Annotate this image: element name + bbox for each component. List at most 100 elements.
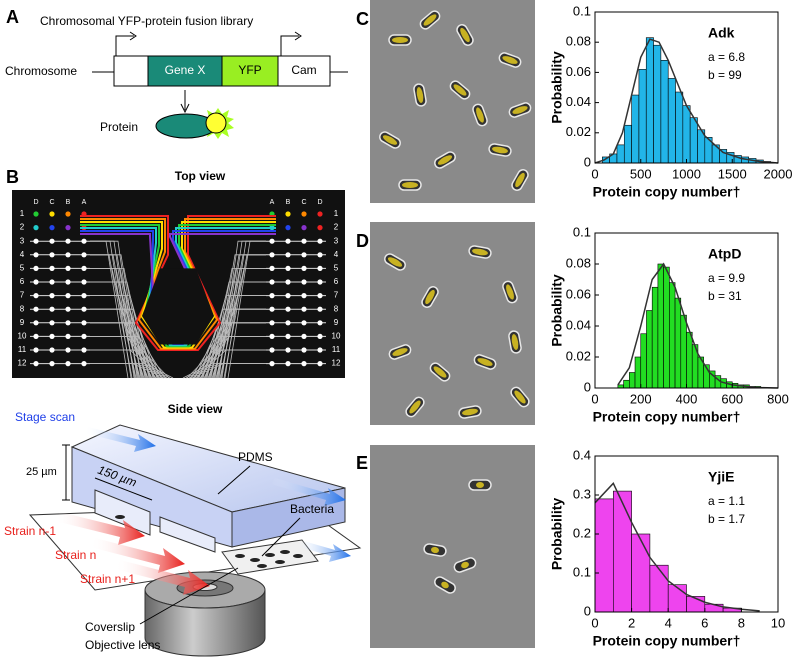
panel-letter: B: [6, 167, 19, 187]
port: [65, 211, 71, 217]
cell: [488, 143, 512, 157]
port: [285, 333, 291, 339]
port: [269, 333, 275, 339]
caption: Side view: [168, 402, 223, 416]
bar: [667, 584, 687, 613]
port: [317, 347, 323, 353]
channel: [218, 240, 266, 379]
cell: [398, 179, 422, 191]
row-label: 2: [20, 223, 25, 232]
port: [317, 238, 323, 244]
label: Objective lens: [85, 638, 160, 652]
port: [81, 361, 87, 367]
bar: [667, 78, 676, 164]
port: [65, 361, 71, 367]
label: Gene X: [165, 63, 206, 77]
micrograph: [370, 445, 535, 648]
row-label: 7: [20, 291, 25, 300]
arrow: [180, 90, 190, 114]
port: [49, 265, 55, 271]
strain-arrow: [115, 560, 210, 595]
port: [65, 293, 71, 299]
channel: [80, 227, 276, 347]
bar: [704, 603, 724, 613]
bar: [646, 310, 653, 389]
pointer: [217, 465, 251, 495]
port: [65, 320, 71, 326]
port: [301, 252, 307, 258]
cell: [419, 10, 441, 30]
port: [317, 225, 323, 231]
bar: [660, 60, 669, 164]
cell: [468, 245, 492, 259]
channel: [80, 218, 276, 350]
bar: [675, 91, 684, 164]
port: [269, 252, 275, 258]
port: [301, 361, 307, 367]
bar: [638, 69, 647, 164]
port: [49, 333, 55, 339]
label: Cam: [291, 63, 316, 77]
cell: [434, 151, 456, 169]
fit-param: b = 1.7: [708, 512, 745, 526]
cell: [458, 405, 482, 419]
y-tick-label: 0.08: [566, 34, 591, 49]
bar: [634, 356, 642, 389]
x-tick-label: 10: [771, 615, 785, 630]
y-axis-label: Probability: [549, 51, 565, 124]
fit-param: b = 31: [708, 289, 742, 303]
port: [301, 306, 307, 312]
port: [49, 252, 55, 258]
strain-arrow: [55, 512, 145, 545]
yfp-box: [221, 55, 279, 87]
channel: [80, 221, 276, 349]
bar: [616, 144, 625, 164]
pdms-end: [231, 487, 346, 548]
cell: [388, 34, 412, 46]
x-tick-label: 2000: [764, 166, 793, 181]
port: [301, 293, 307, 299]
objective: [144, 589, 266, 657]
x-tick-label: 6: [701, 615, 708, 630]
channel: [90, 363, 174, 379]
label: Strain n+1: [80, 572, 135, 586]
y-tick-label: 0.02: [566, 348, 591, 363]
cell: [510, 386, 530, 408]
cell-glow: [515, 172, 525, 188]
port: [81, 238, 87, 244]
label: Chromosome: [5, 64, 77, 78]
y-tick-label: 0.08: [566, 255, 591, 270]
port: [49, 361, 55, 367]
x-tick-label: 0: [591, 391, 598, 406]
port: [285, 265, 291, 271]
port: [81, 279, 87, 285]
port: [317, 265, 323, 271]
panel-a: Chromosomal YFP-protein fusion library C…: [5, 14, 348, 139]
port: [317, 252, 323, 258]
label: 25 µm: [26, 466, 57, 478]
row-label: 4: [334, 250, 339, 259]
bar: [669, 282, 676, 389]
bar: [623, 124, 632, 164]
x-tick-label: 0: [591, 615, 598, 630]
port: [33, 306, 39, 312]
cell-glow: [506, 284, 514, 300]
panel-letter: C: [356, 9, 369, 29]
port: [301, 211, 307, 217]
micrograph: [370, 0, 535, 203]
label: Coverslip: [85, 620, 135, 634]
panel-letter: A: [6, 7, 19, 27]
row-label: 9: [20, 318, 25, 327]
bar: [631, 94, 640, 164]
port: [301, 265, 307, 271]
label: Stage scan: [15, 410, 75, 424]
port: [301, 279, 307, 285]
port: [33, 225, 39, 231]
port: [317, 279, 323, 285]
y-axis-label: Probability: [549, 498, 565, 571]
port: [81, 347, 87, 353]
scan-arrow: [84, 427, 156, 452]
column-label: C: [49, 199, 54, 206]
port: [33, 265, 39, 271]
port: [285, 347, 291, 353]
